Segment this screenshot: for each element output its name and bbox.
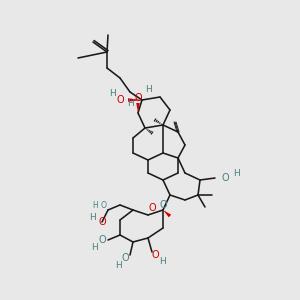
Polygon shape <box>136 103 140 113</box>
Text: H: H <box>145 85 152 94</box>
Text: H: H <box>88 214 95 223</box>
Text: H: H <box>234 169 240 178</box>
Text: O: O <box>98 217 106 227</box>
Text: O: O <box>221 173 229 183</box>
Text: O: O <box>134 93 142 103</box>
Text: H: H <box>115 260 122 269</box>
Polygon shape <box>163 210 171 217</box>
Text: H: H <box>159 257 165 266</box>
Text: O: O <box>121 253 129 263</box>
Text: O: O <box>159 200 167 210</box>
Text: H: H <box>127 98 134 107</box>
Text: O: O <box>116 95 124 105</box>
Text: O: O <box>148 203 156 213</box>
Text: H: H <box>91 244 98 253</box>
Text: O: O <box>151 250 159 260</box>
Text: O: O <box>98 235 106 245</box>
Text: H O: H O <box>93 200 107 209</box>
Text: H: H <box>109 88 116 98</box>
Polygon shape <box>128 98 142 102</box>
